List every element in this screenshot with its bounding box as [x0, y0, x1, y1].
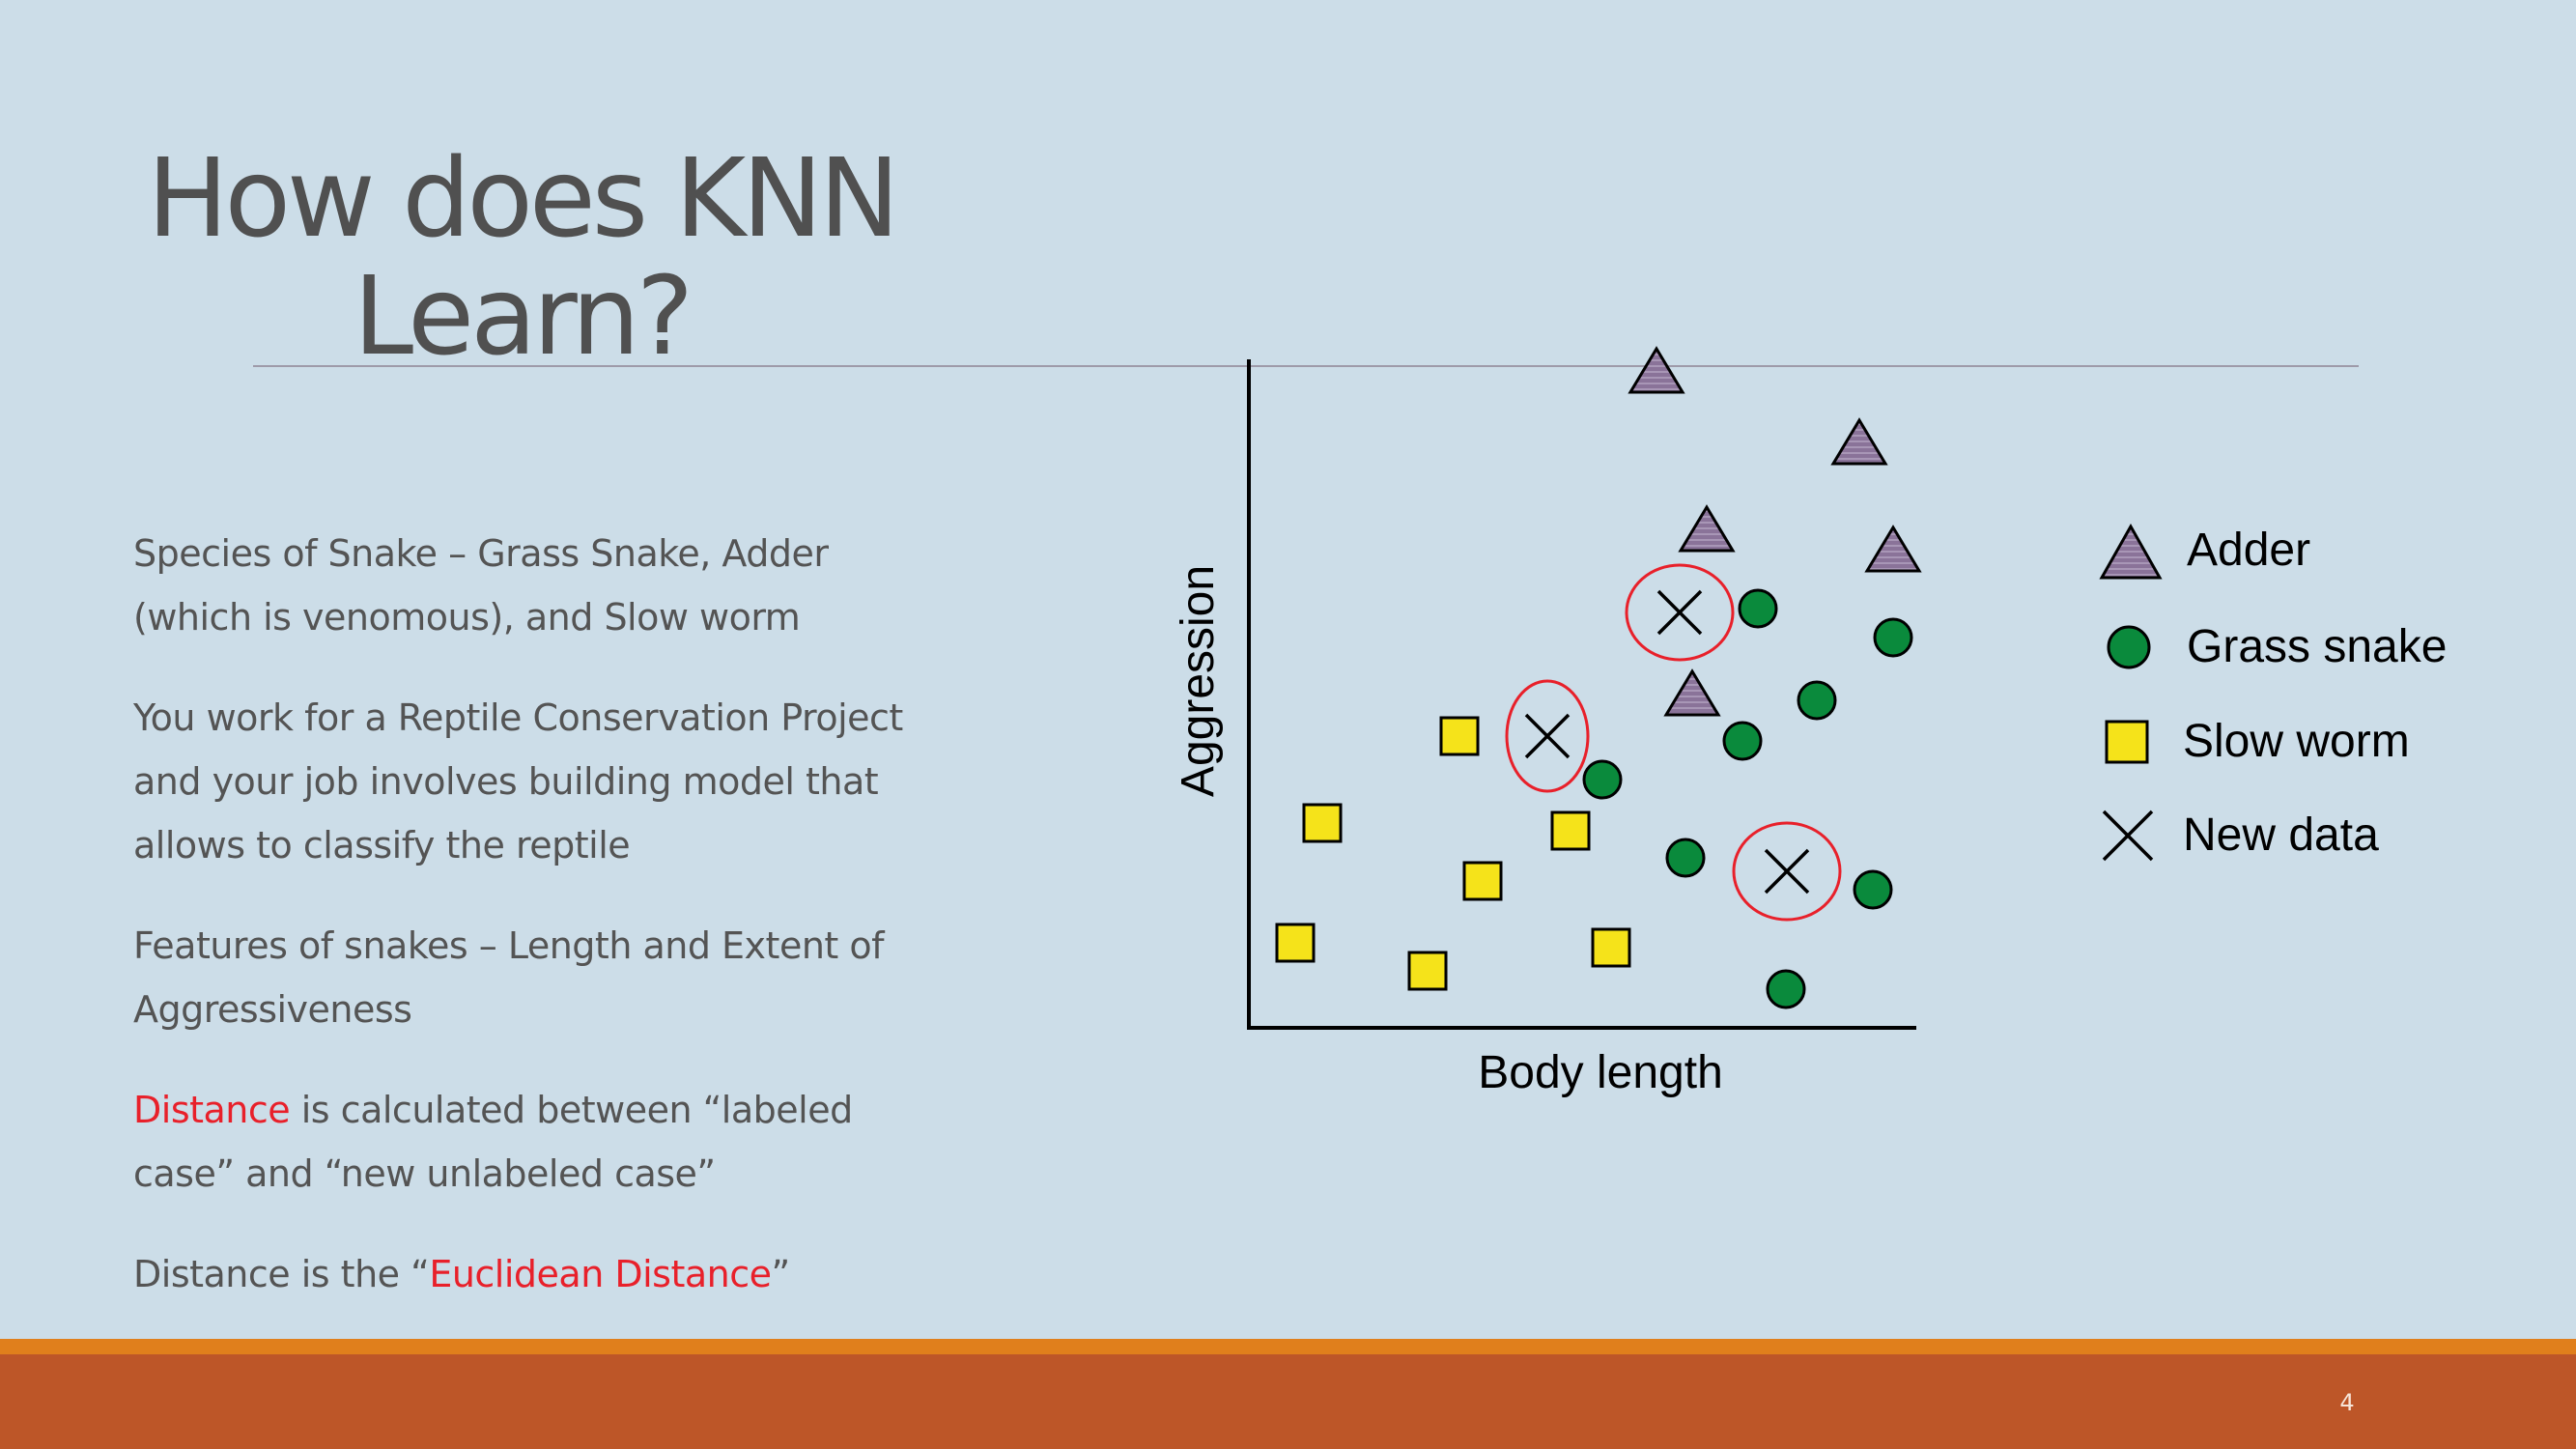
adder-legend-icon — [2099, 523, 2163, 580]
grass-snake-point — [1873, 617, 1913, 658]
legend-adder-label: Adder — [2187, 525, 2310, 576]
slow-worm-point — [1462, 861, 1503, 901]
adder-point — [1678, 504, 1736, 553]
legend-slow-worm: Slow worm — [2105, 716, 2410, 767]
title-line-1: How does KNN — [147, 136, 899, 262]
axes — [1247, 359, 1916, 1030]
legend-adder: Adder — [2099, 523, 2310, 580]
bullet-project: You work for a Reptile Conservation Proj… — [133, 696, 903, 867]
slow-worm-legend-icon — [2105, 720, 2149, 764]
grass-snake-legend-icon — [2107, 625, 2151, 669]
legend-new-data-label: New data — [2183, 810, 2379, 861]
slow-worm-point — [1407, 951, 1448, 991]
adder-point — [1663, 668, 1721, 717]
grass-snake-point — [1797, 680, 1837, 721]
euclidean-highlight: Euclidean Distance — [429, 1253, 772, 1295]
neighborhood-circle — [1732, 821, 1842, 922]
new-data-cross — [1656, 589, 1703, 636]
slow-worm-point — [1275, 923, 1316, 963]
grass-snake-points — [1582, 588, 1913, 1009]
bullet-distance: Distance is calculated between “labeled … — [133, 1078, 925, 1206]
knn-diagram: Body length Aggression — [1173, 346, 2447, 1098]
distance-text: is calculated between “labeled case” and… — [133, 1089, 853, 1195]
new-data-point — [1505, 679, 1590, 793]
footer-bar — [0, 1354, 2576, 1449]
euclidean-prefix: Distance is the “ — [133, 1253, 430, 1295]
grass-snake-point — [1766, 969, 1806, 1009]
grass-snake-point — [1853, 869, 1893, 910]
grass-snake-point — [1722, 721, 1763, 761]
bullet-features: Features of snakes – Length and Extent o… — [133, 924, 885, 1031]
legend: Adder Grass snake Slow worm New data — [2099, 523, 2447, 862]
bullet-list: Species of Snake – Grass Snake, Adder (w… — [133, 522, 925, 1343]
new-data-cross — [1764, 848, 1810, 895]
neighborhood-circle — [1505, 679, 1590, 793]
slow-worm-point — [1439, 716, 1480, 756]
grass-snake-point — [1582, 759, 1623, 800]
title-divider — [253, 365, 2359, 367]
x-axis-label: Body length — [1478, 1047, 1723, 1098]
new-data-cross — [1524, 713, 1571, 759]
slow-worm-point — [1550, 810, 1591, 851]
slide-title: How does KNN Learn? — [97, 140, 947, 376]
adder-point — [1830, 417, 1888, 466]
footer-accent-stripe — [0, 1339, 2576, 1354]
new-data-legend-icon — [2102, 810, 2154, 862]
bullet-species: Species of Snake – Grass Snake, Adder (w… — [133, 532, 829, 639]
page-number: 4 — [2339, 1389, 2355, 1416]
legend-new-data: New data — [2102, 810, 2379, 862]
grass-snake-point — [1738, 588, 1778, 629]
legend-grass-snake: Grass snake — [2107, 621, 2447, 672]
y-axis-label: Aggression — [1173, 565, 1224, 797]
new-data-point — [1625, 563, 1735, 662]
title-line-2: Learn? — [353, 254, 694, 380]
grass-snake-point — [1665, 838, 1706, 878]
adder-points — [1628, 346, 1922, 717]
distance-highlight: Distance — [133, 1089, 291, 1131]
slow-worm-points — [1275, 716, 1631, 991]
slow-worm-point — [1591, 927, 1631, 968]
new-data-points — [1505, 563, 1842, 922]
slow-worm-point — [1302, 803, 1343, 843]
euclidean-suffix: ” — [771, 1253, 791, 1295]
bullet-euclidean: Distance is the “Euclidean Distance” — [133, 1242, 925, 1306]
new-data-point — [1732, 821, 1842, 922]
legend-grass-snake-label: Grass snake — [2187, 621, 2447, 672]
legend-slow-worm-label: Slow worm — [2183, 716, 2410, 767]
neighborhood-circle — [1625, 563, 1735, 662]
adder-point — [1864, 525, 1922, 573]
adder-point — [1628, 346, 1685, 394]
